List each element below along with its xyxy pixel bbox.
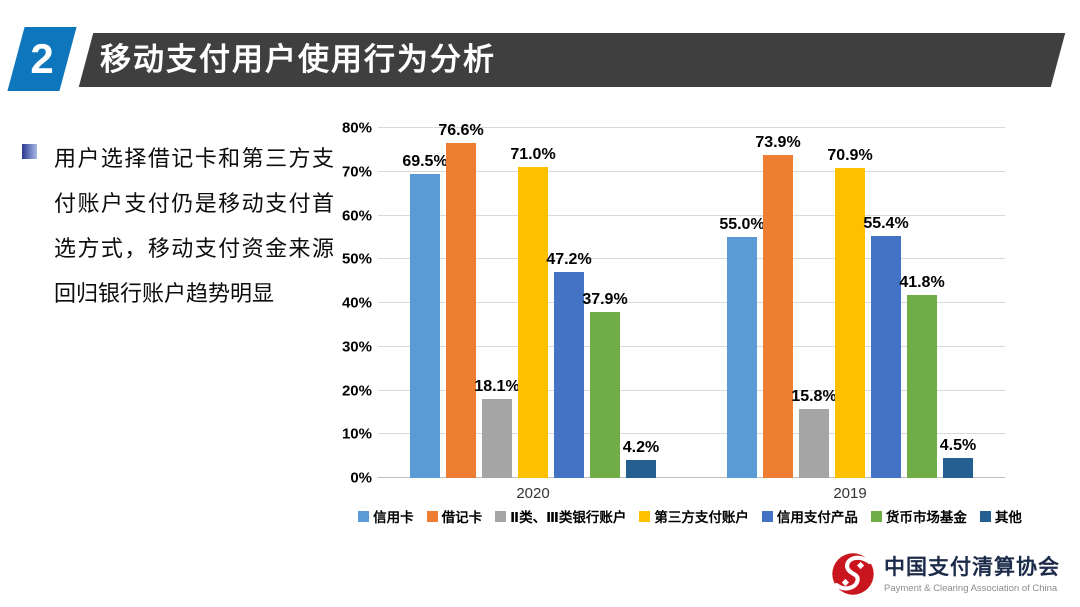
bar-value-label: 73.9% xyxy=(755,133,801,151)
legend-swatch-icon xyxy=(870,510,882,522)
bar-value-label: 18.1% xyxy=(474,377,520,395)
gridline xyxy=(378,127,1005,128)
legend-item: 信用卡 xyxy=(358,506,414,526)
gridline xyxy=(378,433,1005,435)
legend-item: 第三方支付账户 xyxy=(639,506,749,526)
bar-2020-信用支付产品 xyxy=(554,271,584,478)
bar-2020-其他 xyxy=(626,459,656,478)
bar-2020-信用卡 xyxy=(410,173,440,478)
bar-value-label: 4.5% xyxy=(939,437,977,455)
gridline xyxy=(378,477,1005,478)
y-axis-tick-label: 40% xyxy=(341,294,372,312)
logo-title: 中国支付清算协会 xyxy=(884,556,1060,579)
logo: 中国支付清算协会 Payment & Clearing Association … xyxy=(830,551,1060,597)
legend-swatch-icon xyxy=(495,510,507,522)
gridline xyxy=(378,170,1005,172)
bar-value-label: 76.6% xyxy=(438,121,484,139)
legend-swatch-icon xyxy=(761,510,773,522)
slide-number: 2 xyxy=(30,35,54,82)
bar-group-2020: 69.5% 76.6% 18.1% 71.0% 47.2% 37.9% 4.2% xyxy=(402,122,660,478)
legend-item: 信用支付产品 xyxy=(761,506,858,526)
bar-2019-Ⅱ类、Ⅲ类银行账户 xyxy=(799,408,829,478)
bar-value-label: 4.2% xyxy=(622,438,660,456)
legend-label: 第三方支付账户 xyxy=(654,510,749,525)
legend-label: 其他 xyxy=(994,510,1022,525)
y-axis-tick-label: 80% xyxy=(341,119,372,137)
x-axis-label-2019: 2019 xyxy=(833,485,867,502)
bar-2019-信用卡 xyxy=(727,237,757,478)
bar-2020-货币市场基金 xyxy=(590,312,620,478)
bar-value-label: 15.8% xyxy=(791,387,837,405)
bar-2020-第三方支付账户 xyxy=(518,167,548,478)
bar-value-label: 47.2% xyxy=(546,250,592,268)
logo-subtitle: Payment & Clearing Association of China xyxy=(884,583,1058,594)
legend-label: 信用卡 xyxy=(373,510,414,525)
intro-block: 用户选择借记卡和第三方支付账户支付仍是移动支付首选方式，移动支付资金来源回归银行… xyxy=(22,136,334,316)
gridline xyxy=(378,389,1005,391)
y-axis-tick-label: 30% xyxy=(341,338,372,356)
legend-item: 借记卡 xyxy=(426,506,483,526)
bar-2019-第三方支付账户 xyxy=(835,167,865,478)
legend-label: 借记卡 xyxy=(441,510,483,525)
legend-label: Ⅱ类、Ⅲ类银行账户 xyxy=(510,510,627,525)
y-axis-tick-label: 10% xyxy=(341,425,372,443)
bar-group-2019: 55.0% 73.9% 15.8% 70.9% 55.4% 41.8% 4.5% xyxy=(719,128,977,478)
bar-2019-借记卡 xyxy=(763,154,793,478)
bar-value-label: 71.0% xyxy=(510,146,556,164)
gridline xyxy=(378,302,1005,303)
intro-text: 用户选择借记卡和第三方支付账户支付仍是移动支付首选方式，移动支付资金来源回归银行… xyxy=(54,146,334,306)
bullet-square-icon xyxy=(22,144,37,159)
bar-2019-货币市场基金 xyxy=(907,295,937,478)
legend: 信用卡 借记卡 Ⅱ类、Ⅲ类银行账户 第三方支付账户 信用支付产品 货币市场基金 其他 xyxy=(340,506,1040,526)
page-title: 移动支付用户使用行为分析 xyxy=(100,42,496,77)
bar-value-label: 41.8% xyxy=(899,274,945,292)
legend-label: 信用支付产品 xyxy=(776,510,858,525)
bar-value-label: 69.5% xyxy=(402,152,448,170)
bar-2019-信用支付产品 xyxy=(871,235,901,478)
x-axis-label-2020: 2020 xyxy=(516,485,550,502)
gridline xyxy=(378,214,1005,216)
bar-2019-其他 xyxy=(943,458,973,478)
legend-item: Ⅱ类、Ⅲ类银行账户 xyxy=(495,506,626,526)
gridline xyxy=(378,258,1005,260)
bar-2020-借记卡 xyxy=(446,142,476,478)
legend-swatch-icon xyxy=(358,510,370,522)
logo-coin-icon xyxy=(832,553,874,595)
y-axis-tick-label: 0% xyxy=(350,469,372,487)
bar-value-label: 55.4% xyxy=(863,214,909,232)
bar-2020-Ⅱ类、Ⅲ类银行账户 xyxy=(482,398,512,478)
bar-value-label: 55.0% xyxy=(719,216,765,234)
legend-swatch-icon xyxy=(639,510,651,522)
legend-item: 货币市场基金 xyxy=(870,506,967,526)
legend-label: 货币市场基金 xyxy=(885,510,967,525)
y-axis-tick-label: 20% xyxy=(341,382,372,399)
legend-swatch-icon xyxy=(426,510,438,522)
y-axis-tick-label: 70% xyxy=(341,163,372,181)
y-axis-tick-label: 50% xyxy=(341,250,372,268)
bar-value-label: 70.9% xyxy=(827,146,873,164)
gridline xyxy=(378,345,1005,347)
legend-item: 其他 xyxy=(979,506,1022,526)
y-axis-tick-label: 60% xyxy=(341,207,372,224)
logo-text-block: 中国支付清算协会 Payment & Clearing Association … xyxy=(884,551,1060,594)
y-axis: 0% 10% 20% 30% 40% 50% 60% 70% 80% xyxy=(318,120,372,487)
plot-area: 69.5% 76.6% 18.1% 71.0% 47.2% 37.9% 4.2% 2020 55… xyxy=(378,122,1005,502)
bar-value-label: 37.9% xyxy=(582,291,628,309)
legend-swatch-icon xyxy=(979,510,991,522)
